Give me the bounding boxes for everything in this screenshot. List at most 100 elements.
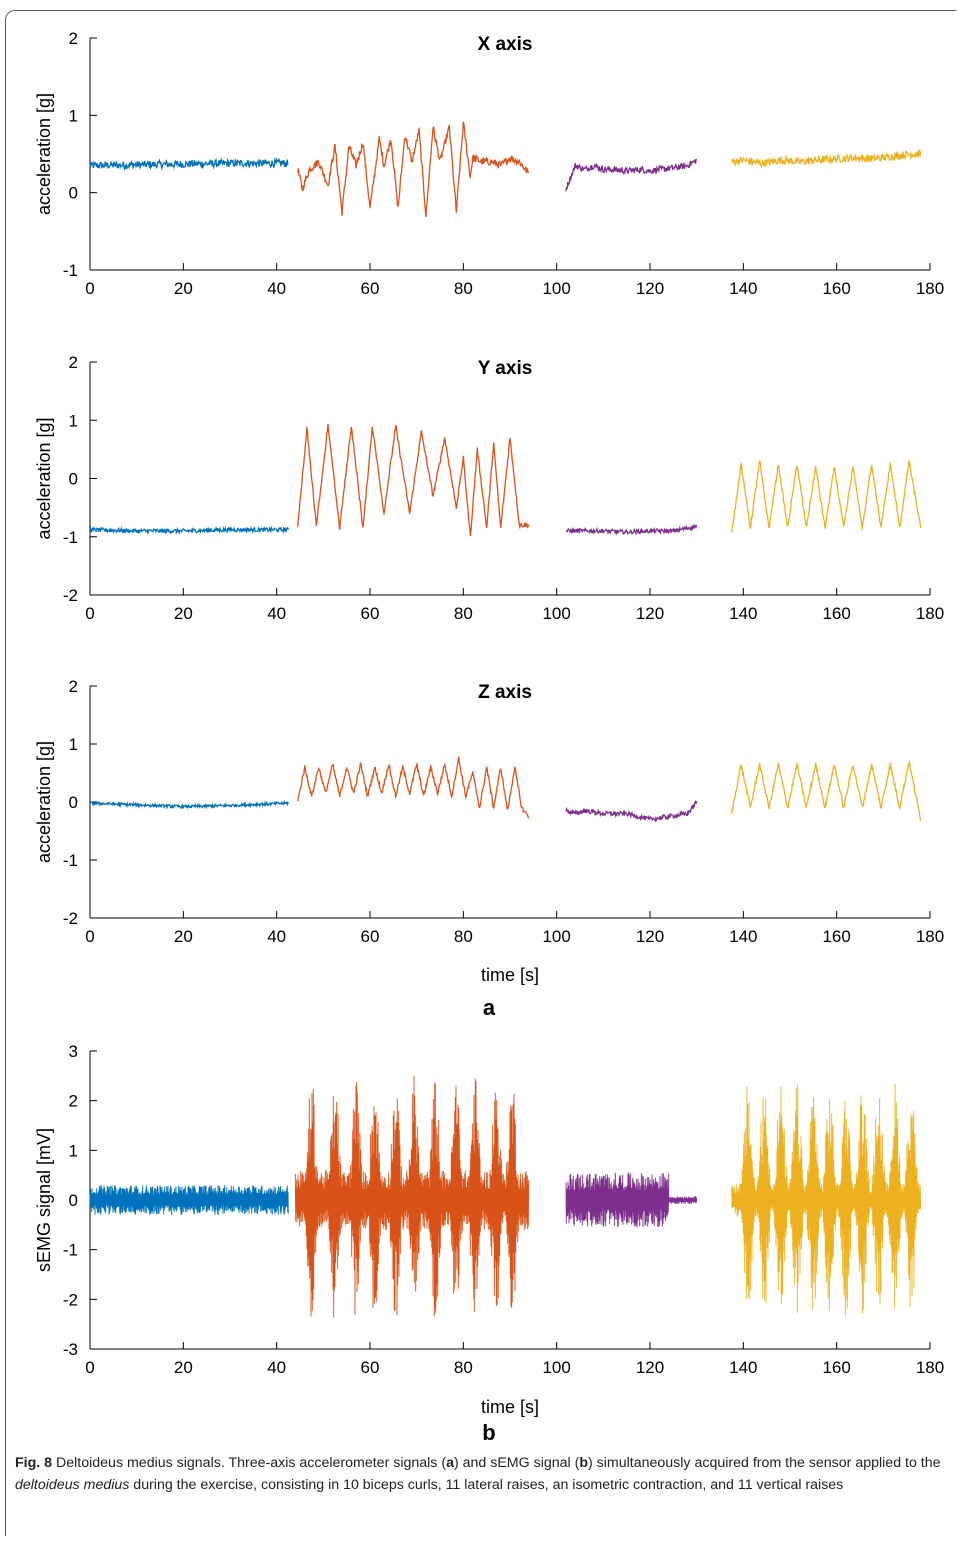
x-tick-label: 140 xyxy=(729,279,757,298)
caption-italic: deltoideus medius xyxy=(15,1477,130,1493)
figure-caption: Fig. 8 Deltoideus medius signals. Three-… xyxy=(15,1452,945,1496)
x-tick-label: 0 xyxy=(85,279,94,298)
x-tick-label: 140 xyxy=(729,1358,757,1377)
figure-frame xyxy=(5,10,956,1536)
x-tick-label: 20 xyxy=(174,604,193,623)
x-axis-label: time [s] xyxy=(481,965,539,985)
panel-label-b: b xyxy=(482,1420,495,1445)
x-tick-label: 40 xyxy=(267,927,286,946)
x-tick-label: 20 xyxy=(174,279,193,298)
y-tick-label: -2 xyxy=(63,586,78,605)
caption-ref-a: a xyxy=(446,1455,454,1471)
x-tick-label: 40 xyxy=(267,1358,286,1377)
y-tick-label: -2 xyxy=(63,1290,78,1309)
caption-label: Fig. 8 xyxy=(15,1455,53,1471)
y-tick-label: 0 xyxy=(69,470,78,489)
x-tick-label: 100 xyxy=(542,1358,570,1377)
y-tick-label: 1 xyxy=(69,735,78,754)
series-line-0 xyxy=(89,157,289,172)
series-line-0 xyxy=(89,525,289,536)
y-tick-label: 1 xyxy=(69,1141,78,1160)
x-tick-label: 120 xyxy=(636,279,664,298)
y-tick-label: -1 xyxy=(63,1241,78,1260)
x-tick-label: 80 xyxy=(454,1358,473,1377)
series-signal-0 xyxy=(89,1185,289,1215)
y-tick-label: 0 xyxy=(69,1191,78,1210)
series-line-0 xyxy=(89,799,289,810)
x-tick-label: 120 xyxy=(636,1358,664,1377)
x-tick-label: 60 xyxy=(361,279,380,298)
caption-text-4: during the exercise, consisting in 10 bi… xyxy=(129,1477,844,1493)
x-tick-label: 100 xyxy=(542,604,570,623)
y-tick-label: 2 xyxy=(69,29,78,48)
y-axis-label: sEMG signal [mV] xyxy=(34,1128,54,1272)
caption-ref-b: b xyxy=(579,1455,589,1471)
x-tick-label: 60 xyxy=(361,1358,380,1377)
x-tick-label: 40 xyxy=(267,279,286,298)
x-tick-label: 40 xyxy=(267,604,286,623)
caption-text-1: Deltoideus medius signals. Three-axis ac… xyxy=(52,1455,447,1471)
figure-canvas: 0 20 40 60 80 100 120 140 160 180-1012acceleratio… xyxy=(34,29,944,1445)
y-tick-label: -1 xyxy=(63,851,78,870)
x-tick-label: 160 xyxy=(822,604,850,623)
x-tick-label: 120 xyxy=(636,604,664,623)
series-line-1 xyxy=(297,121,530,218)
x-tick-label: 180 xyxy=(916,604,944,623)
series-signal-1 xyxy=(294,1075,530,1318)
y-tick-label: -1 xyxy=(63,261,78,280)
series-signal-2 xyxy=(565,1172,698,1228)
series-line-1 xyxy=(297,756,530,819)
y-tick-label: 1 xyxy=(69,106,78,125)
y-axis-label: acceleration [g] xyxy=(34,93,54,215)
y-tick-label: -3 xyxy=(63,1340,78,1359)
series-line-2 xyxy=(565,158,698,192)
x-tick-label: 160 xyxy=(822,279,850,298)
y-tick-label: 2 xyxy=(69,677,78,696)
x-tick-label: 120 xyxy=(636,927,664,946)
x-tick-label: 180 xyxy=(916,1358,944,1377)
x-tick-label: 20 xyxy=(174,927,193,946)
x-tick-label: 0 xyxy=(85,1358,94,1377)
y-axis-label: acceleration [g] xyxy=(34,741,54,863)
x-axis-label: time [s] xyxy=(481,1397,539,1417)
x-tick-label: 20 xyxy=(174,1358,193,1377)
x-tick-label: 160 xyxy=(822,1358,850,1377)
panel-label-a: a xyxy=(483,995,496,1020)
series-line-2 xyxy=(565,800,698,823)
x-tick-label: 160 xyxy=(822,927,850,946)
series-signal-3 xyxy=(731,1083,922,1317)
y-tick-label: 0 xyxy=(69,793,78,812)
series-line-3 xyxy=(731,759,922,821)
y-tick-label: 1 xyxy=(69,411,78,430)
y-tick-label: 3 xyxy=(69,1042,78,1061)
x-tick-label: 140 xyxy=(729,927,757,946)
y-tick-label: 2 xyxy=(69,353,78,372)
series-line-1 xyxy=(297,424,530,537)
series-line-2 xyxy=(565,523,698,536)
y-tick-label: 2 xyxy=(69,1092,78,1111)
chart-semg: 0 20 40 60 80 100 120 140 160 180 -3 -2 -1 0 1 2 3 sEMG s… xyxy=(34,1042,944,1417)
y-axis-label: acceleration [g] xyxy=(34,417,54,539)
x-tick-label: 100 xyxy=(542,927,570,946)
chart-z-axis: 0 20 40 60 80 100 120 140 160 180 -2 -1 0 1 2 accelerat… xyxy=(34,677,944,985)
y-tick-label: -2 xyxy=(63,909,78,928)
chart-title: Z axis xyxy=(478,682,532,703)
series-line-3 xyxy=(731,459,922,533)
x-tick-label: 180 xyxy=(916,927,944,946)
x-tick-label: 60 xyxy=(361,604,380,623)
x-tick-label: 80 xyxy=(454,279,473,298)
series-line-3 xyxy=(731,148,922,169)
x-tick-label: 0 xyxy=(85,604,94,623)
x-tick-label: 140 xyxy=(729,604,757,623)
chart-title: Y axis xyxy=(478,358,533,379)
chart-title: X axis xyxy=(478,34,533,55)
chart-y-axis: 0 20 40 60 80 100 120 140 160 180 -2 -1 0 1 2 accelerat… xyxy=(34,353,944,623)
y-tick-label: 0 xyxy=(69,184,78,203)
y-tick-label: -1 xyxy=(63,528,78,547)
caption-text-2: ) and sEMG signal ( xyxy=(453,1455,580,1471)
caption-text-3: ) simultaneously acquired from the senso… xyxy=(588,1455,941,1471)
x-tick-label: 80 xyxy=(454,927,473,946)
x-tick-label: 180 xyxy=(916,279,944,298)
x-tick-label: 100 xyxy=(542,279,570,298)
x-tick-label: 80 xyxy=(454,604,473,623)
